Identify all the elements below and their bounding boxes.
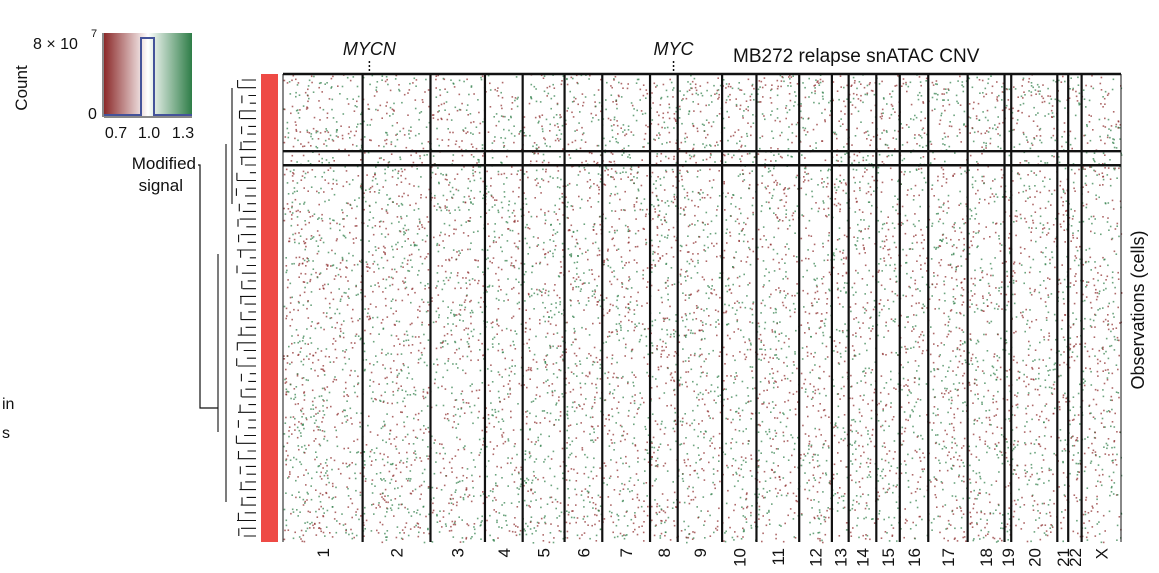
chromosome-label-17: 17 (939, 548, 958, 567)
chromosome-label-1: 1 (314, 548, 333, 557)
y-axis-label: Observations (cells) (1128, 230, 1148, 389)
chromosome-label-22: 22 (1066, 548, 1085, 567)
chromosome-label-x: X (1092, 548, 1111, 559)
color-key-tick-low: 0.7 (105, 125, 127, 142)
color-key-label-line2: signal (139, 176, 183, 195)
chromosome-label-11: 11 (769, 548, 788, 566)
chromosome-label-16: 16 (905, 548, 924, 567)
heatmap-cells (283, 74, 1123, 544)
chromosome-label-19: 19 (999, 548, 1018, 567)
clipped-left-text-1: in (2, 396, 14, 413)
chromosome-label-7: 7 (617, 548, 636, 557)
chromosome-label-6: 6 (574, 548, 593, 557)
cluster-separators (283, 72, 1121, 167)
sample-annotation-bar (261, 74, 278, 542)
chromosome-label-8: 8 (655, 548, 674, 557)
color-key-histogram (104, 37, 192, 116)
chromosome-label-21: 21 (1054, 548, 1073, 567)
color-key-count-max: 8 × 10 (33, 36, 78, 53)
color-key-ylabel: Count (12, 65, 31, 111)
chromosome-label-12: 12 (807, 548, 826, 567)
chromosome-label-13: 13 (831, 548, 850, 567)
color-key-tick-mid: 1.0 (138, 125, 160, 142)
chromosome-label-4: 4 (495, 548, 514, 557)
chromosome-label-14: 14 (853, 548, 872, 567)
chromosome-label-10: 10 (730, 548, 749, 567)
cell-dendrogram (200, 79, 256, 537)
annotation-mycn: MYCN (343, 39, 397, 59)
chromosome-label-15: 15 (879, 548, 898, 567)
color-key-count-min: 0 (88, 106, 97, 123)
color-key-leader-line (198, 164, 218, 409)
clipped-left-text-2: s (2, 425, 10, 442)
chromosome-label-18: 18 (977, 548, 996, 567)
chromosome-label-3: 3 (449, 548, 468, 557)
annotation-myc: MYC (654, 39, 695, 59)
color-key: 8 × 10 7 0 Count 0.7 1.0 1.3 Modified si… (12, 28, 218, 409)
chromosome-label-2: 2 (388, 548, 407, 557)
chart-title: MB272 relapse snATAC CNV (733, 46, 980, 67)
chromosome-label-9: 9 (691, 548, 710, 557)
color-key-gradient (104, 33, 192, 116)
color-key-count-max-exponent: 7 (91, 28, 97, 40)
color-key-label-line1: Modified (132, 154, 196, 173)
chromosome-label-5: 5 (535, 548, 554, 557)
color-key-tick-high: 1.3 (172, 125, 194, 142)
dendrogram-branches (200, 79, 256, 537)
chromosome-label-20: 20 (1025, 548, 1044, 567)
